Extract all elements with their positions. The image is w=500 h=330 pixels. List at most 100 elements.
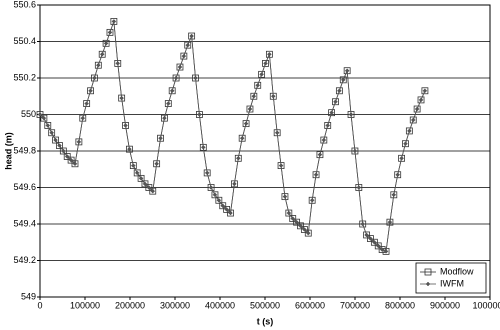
marker [92, 75, 97, 81]
marker [302, 227, 307, 232]
marker [123, 123, 128, 128]
marker [154, 161, 159, 167]
marker [247, 106, 253, 112]
marker [363, 231, 370, 239]
marker [332, 98, 339, 106]
marker [91, 74, 98, 82]
marker [320, 136, 328, 144]
marker [49, 130, 55, 136]
marker [368, 236, 373, 241]
marker [48, 129, 56, 137]
marker [107, 30, 113, 35]
marker [344, 68, 350, 74]
y-tick-label: 549 [21, 291, 36, 301]
marker [215, 196, 223, 204]
x-tick-label: 700000 [340, 300, 370, 310]
y-axis-title: head (m) [3, 132, 13, 170]
marker [204, 170, 210, 176]
legend-box [415, 262, 487, 294]
marker [177, 64, 183, 70]
marker [232, 181, 237, 187]
marker [138, 176, 144, 181]
marker [352, 148, 358, 154]
marker [161, 114, 168, 122]
marker [317, 152, 323, 158]
x-tick-label: 300000 [160, 300, 190, 310]
marker [242, 120, 250, 128]
marker [169, 88, 175, 94]
marker [258, 70, 266, 78]
x-tick-label: 500000 [250, 300, 280, 310]
marker [378, 246, 386, 253]
marker [220, 203, 226, 209]
marker [99, 51, 105, 57]
marker [63, 153, 71, 160]
marker [60, 148, 66, 154]
marker [286, 210, 292, 216]
plot-frame [39, 4, 491, 298]
marker [119, 95, 125, 101]
marker [312, 171, 320, 179]
marker [208, 185, 214, 190]
y-tick-label: 549.6 [13, 182, 36, 192]
marker [45, 123, 51, 128]
marker [212, 192, 218, 198]
marker [278, 163, 284, 168]
x-tick-label: 600000 [295, 300, 325, 310]
x-tick-label: 200000 [115, 300, 145, 310]
marker [83, 100, 91, 107]
marker [219, 202, 227, 210]
marker [181, 53, 187, 59]
marker [165, 101, 171, 106]
marker [153, 160, 161, 168]
marker [403, 141, 408, 147]
marker [211, 191, 219, 199]
marker [193, 75, 198, 81]
marker [290, 216, 296, 221]
y-tick-label: 550.4 [13, 36, 36, 46]
legend-label: Modflow [440, 266, 474, 276]
marker [309, 197, 315, 203]
x-tick-label: 400000 [205, 300, 235, 310]
marker [285, 209, 293, 217]
marker [383, 249, 389, 254]
marker [127, 146, 132, 152]
marker [168, 87, 176, 95]
y-tick-label: 549.8 [13, 145, 36, 155]
marker [270, 93, 276, 99]
x-tick-label: 100000 [70, 300, 100, 310]
marker [95, 62, 101, 68]
marker [414, 106, 420, 112]
marker [329, 110, 334, 116]
marker [137, 174, 145, 182]
x-tick-label: 1000000 [472, 300, 500, 310]
marker [79, 114, 87, 122]
marker [234, 154, 242, 162]
marker [68, 157, 74, 163]
marker [197, 112, 202, 117]
marker [239, 135, 245, 141]
marker [235, 155, 241, 161]
marker [293, 218, 301, 226]
marker [367, 235, 374, 243]
marker [115, 61, 121, 66]
marker [417, 96, 425, 104]
marker [375, 243, 381, 249]
marker [102, 39, 110, 47]
marker [300, 226, 308, 233]
marker [189, 33, 194, 39]
marker [122, 122, 129, 129]
marker [360, 221, 366, 227]
marker [162, 115, 167, 121]
marker [173, 75, 179, 81]
marker [75, 138, 83, 146]
marker [251, 93, 257, 99]
marker [364, 232, 369, 238]
marker [305, 230, 311, 236]
marker [224, 207, 229, 212]
marker [158, 135, 163, 141]
y-tick-label: 550 [21, 109, 36, 119]
marker [106, 28, 114, 36]
marker [67, 156, 75, 164]
marker [422, 88, 428, 94]
